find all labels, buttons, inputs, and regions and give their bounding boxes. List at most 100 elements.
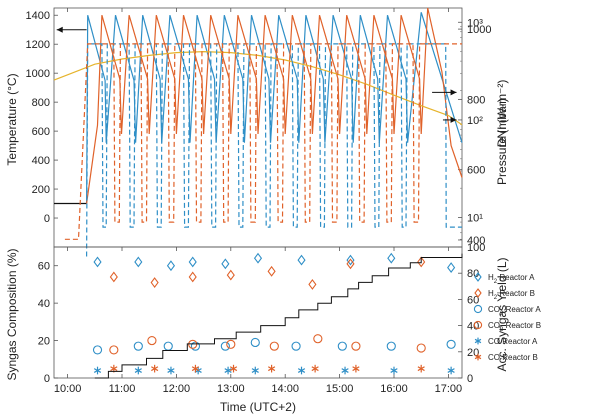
legend-marker-stroke [474,354,482,360]
star-point-stroke [93,368,102,373]
arrow-dni-head [450,89,457,96]
dni-tick-label: 400 [467,235,485,247]
diamond-point [267,265,276,277]
diamond-point [150,277,159,288]
diamond-point [134,256,143,268]
legend-label-main: CO [488,321,500,330]
legend-marker [473,304,483,314]
star-point-stroke [191,366,200,372]
star-point [341,366,349,375]
composition-tick-label: 60 [38,261,50,273]
legend-label-rest: Reactor B [503,321,541,330]
circle-point [291,341,301,351]
legend-label-sub: 2 [494,279,498,285]
circle-point [133,341,143,351]
diamond-point [253,252,263,264]
circle-point [386,341,396,351]
circle-point [416,343,426,353]
star-point [251,366,259,375]
star-point [352,364,360,373]
legend-marker [474,288,482,298]
star-point [297,366,306,375]
series-line-3 [53,50,463,126]
legend-label-sub: 2 [494,295,498,301]
temperature-tick-label: 400 [32,155,50,167]
star-point [267,364,276,373]
star-point-stroke [134,368,142,373]
circle-point [109,345,119,355]
star-point-stroke [297,368,306,373]
temperature-tick-label: 1400 [26,10,50,22]
star-point-stroke [267,366,276,372]
diamond-point [109,271,118,283]
temperature-tick-label: 1000 [26,68,50,80]
star-point [93,366,102,375]
diamond-point [297,254,306,266]
legend-label-sub: 2 [500,327,504,333]
composition-tick-label: 20 [38,336,50,348]
star-point [447,366,455,375]
star-point [191,364,200,373]
star-point-stroke [341,368,349,373]
star-point [134,366,142,375]
yield-tick-label: 100 [467,242,485,254]
circle-point [220,341,230,351]
x-tick-label: 14:00 [271,383,299,395]
diamond-point [447,262,456,274]
circle-point [190,341,201,351]
dni-axis-label: DNI (W·m⁻²) [495,80,509,148]
temperature-tick-label: 200 [32,184,50,196]
yield-tick-label: 40 [467,321,479,333]
composition-axis-label: Syngas Composition (%) [5,248,19,380]
circle-point [337,341,347,351]
accumulated-yield-line [94,253,463,379]
legend-label: CO Reactor B [488,353,538,362]
yield-axis-label: Acc. Syngas Yield (L) [495,257,509,371]
yield-tick-label: 60 [467,294,479,306]
legend-label: CO2 Reactor B [488,321,541,333]
star-point-stroke [167,368,175,373]
circle-point [163,341,173,351]
star-point [229,364,238,373]
legend-label: CO2 Reactor A [488,305,541,317]
circle-point [92,345,103,355]
star-point-stroke [311,366,319,372]
star-point-stroke [229,366,238,372]
top-panel: 0 200 400 600 800 1000 1200 1400 Temperature (°C… [5,7,509,257]
pressure-tick-label: 10² [467,115,483,127]
circle-point [446,339,456,349]
legend-marker [473,320,483,330]
legend-label: H2 Reactor B [488,289,535,301]
dni-tick-label: 600 [467,165,485,177]
star-point-stroke [390,368,398,373]
composition-tick-label: 40 [38,298,50,310]
yield-tick-label: 0 [467,373,473,385]
legend-marker [474,353,482,361]
dni-tick-label: 800 [467,94,485,106]
temperature-axis-label: Temperature (°C) [5,73,19,165]
star-point [151,364,159,373]
bottom-frame [53,246,463,379]
legend-label-main: CO Reactor B [488,353,538,362]
legend-label-sub: 2 [500,311,504,317]
diamond-point [387,252,396,264]
legend-marker [474,272,482,282]
legend-label-main: CO Reactor A [488,337,538,346]
star-point-stroke [151,366,159,372]
legend-label-rest: Reactor A [503,305,541,314]
legend-marker-stroke [474,338,482,344]
pressure-tick-label: 10¹ [467,213,483,225]
circle-point [269,341,279,351]
legend-label-main: H [488,273,494,282]
temperature-tick-label: 800 [32,97,50,109]
diamond-point [346,258,355,270]
legend-label-main: CO [488,305,500,314]
circle-point [226,339,236,349]
temperature-tick-label: 0 [44,213,50,225]
x-tick-label: 16:00 [380,383,408,395]
star-point [167,366,175,375]
diamond-point [226,269,235,281]
x-axis-label: Time (UTC+2) [220,400,296,414]
circle-point [313,334,323,344]
